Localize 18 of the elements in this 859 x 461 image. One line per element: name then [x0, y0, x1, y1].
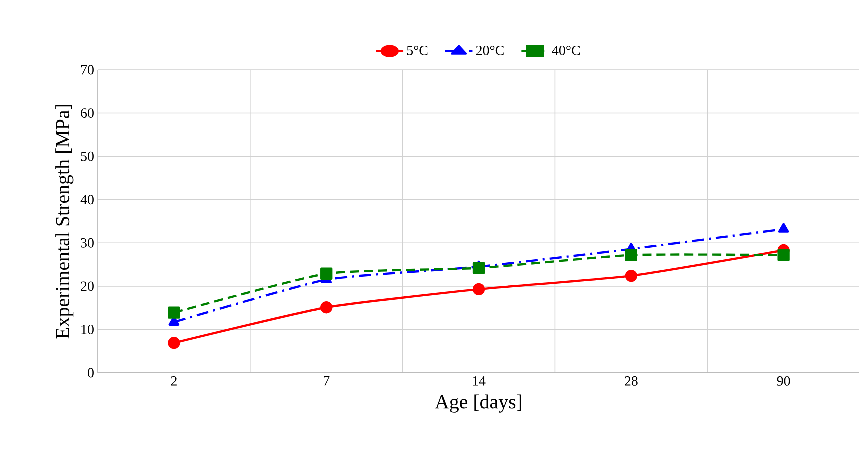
y-tick-label: 20	[81, 282, 94, 292]
x-axis-title: Age [days]	[435, 394, 522, 413]
x-tick-label: 90	[777, 376, 790, 386]
legend-label: 40°C	[552, 46, 580, 56]
y-tick-label: 60	[81, 108, 94, 118]
y-tick-label: 30	[81, 238, 94, 248]
x-tick-label: 14	[473, 376, 486, 386]
legend-label: 20°C	[476, 46, 504, 56]
y-tick-label: 10	[82, 325, 94, 334]
y-tick-label: 0	[88, 368, 94, 378]
y-tick-label: 50	[81, 152, 94, 162]
y-tick-label: 70	[81, 65, 94, 75]
legend-label: 5°C	[407, 46, 428, 56]
y-axis-title: Experimental Strength [MPa]	[56, 105, 74, 339]
x-tick-label: 28	[625, 376, 638, 386]
x-tick-label: 2	[171, 376, 177, 386]
y-tick-label: 40	[80, 195, 94, 205]
x-tick-label: 7	[324, 376, 330, 386]
